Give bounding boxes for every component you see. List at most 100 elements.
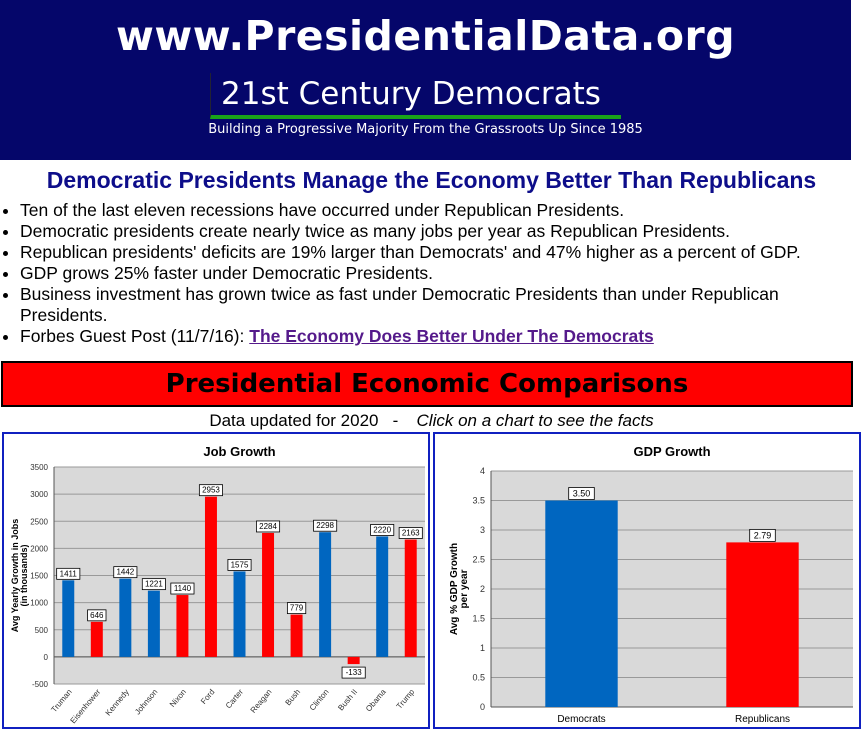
- cta-text: Click on a chart to see the facts: [416, 411, 654, 430]
- tagline: Building a Progressive Majority From the…: [208, 122, 643, 137]
- gdp-growth-svg: GDP Growth 0 0.5 1 1.5 2 2.5 3 3.5 4 Avg % GDP Gro…: [449, 444, 853, 725]
- y-tick-label: 0.5: [472, 673, 485, 683]
- fact-item: GDP grows 25% faster under Democratic Pr…: [20, 263, 840, 284]
- data-label-box: [398, 527, 423, 539]
- x-tick-label: Kennedy: [104, 688, 131, 718]
- y-tick-label: 500: [35, 626, 49, 635]
- x-tick-label: Eisenhower: [69, 687, 103, 725]
- x-tick-label: Ford: [199, 688, 216, 706]
- y-tick-label: 1: [480, 643, 485, 653]
- y-tick-label: 1000: [30, 599, 48, 608]
- x-tick-label: Johnson: [133, 688, 159, 717]
- y-tick-label: 3000: [30, 490, 48, 499]
- x-tick-label: Obama: [364, 687, 388, 713]
- y-axis-label: Avg % GDP Growthper year: [449, 543, 470, 635]
- x-tick-label: Bush II: [336, 688, 359, 713]
- updated-text: Data updated for 2020: [209, 411, 379, 430]
- bar-republicans: [726, 542, 799, 707]
- y-tick-label: 2000: [30, 544, 48, 553]
- x-tick-label: Nixon: [168, 688, 188, 709]
- y-axis-label: Avg Yearly Growth in Jobs(in thousands): [10, 519, 29, 633]
- bar-democrats: [545, 500, 618, 707]
- data-label: 1140: [174, 584, 192, 593]
- y-tick-label: 2: [480, 584, 485, 594]
- fact-item: Business investment has grown twice as f…: [20, 284, 840, 326]
- gdp-growth-chart[interactable]: GDP Growth 0 0.5 1 1.5 2 2.5 3 3.5 4 Avg % GDP Gro…: [433, 432, 861, 729]
- bar-clinton: [319, 532, 332, 657]
- y-tick-label: 2500: [30, 517, 48, 526]
- data-label-box: [198, 484, 223, 497]
- bar-nixon: [176, 595, 189, 657]
- bar-reagan: [262, 532, 275, 657]
- y-tick-label: 3: [480, 525, 485, 535]
- data-label-box: [568, 487, 595, 500]
- data-label: 3.50: [573, 489, 591, 499]
- bar-johnson: [147, 590, 160, 657]
- data-label: 1575: [231, 560, 249, 569]
- y-tick-label: -500: [32, 680, 49, 689]
- data-label-box: [313, 519, 338, 532]
- y-tick-label: 1500: [30, 572, 48, 581]
- job-growth-chart[interactable]: Job Growth -500 0 500 1000 1500 2000 2500 3000 35…: [2, 432, 430, 729]
- data-label: 2953: [202, 486, 220, 495]
- y-tick-label: 3.5: [472, 496, 485, 506]
- org-logo-text: 21st Century Democrats: [210, 73, 621, 119]
- x-tick-label: Democrats: [557, 714, 605, 725]
- job-growth-svg: Job Growth -500 0 500 1000 1500 2000 2500 3000 35…: [10, 444, 425, 725]
- chart-title: Job Growth: [203, 444, 275, 459]
- fact-item: Ten of the last eleven recessions have o…: [20, 200, 840, 221]
- bar-eisenhower: [90, 621, 103, 657]
- y-tick-label: 0: [44, 653, 49, 662]
- data-label-box: [370, 524, 395, 536]
- bar-kennedy: [119, 578, 132, 657]
- x-tick-label: Carter: [224, 687, 245, 710]
- data-label: 2220: [373, 525, 391, 534]
- data-label-box: [256, 520, 281, 533]
- forbes-prefix: Forbes Guest Post (11/7/16):: [20, 326, 245, 346]
- data-label: -133: [346, 668, 363, 677]
- fact-item: Democratic presidents create nearly twic…: [20, 221, 840, 242]
- data-label: 2284: [259, 522, 277, 531]
- y-tick-label: 1.5: [472, 614, 485, 624]
- y-tick-label: 3500: [30, 463, 48, 472]
- x-tick-label: Trump: [395, 687, 417, 711]
- facts-list: Ten of the last eleven recessions have o…: [0, 200, 840, 347]
- data-label-box: [141, 578, 166, 591]
- x-tick-label: Clinton: [308, 688, 331, 713]
- x-tick-label: Reagan: [249, 688, 274, 715]
- section-banner: Presidential Economic Comparisons: [1, 361, 853, 407]
- site-title[interactable]: www.PresidentialData.org: [115, 12, 736, 60]
- data-label: 2298: [316, 521, 334, 530]
- bar-ford: [204, 496, 217, 657]
- data-label: 1221: [145, 580, 163, 589]
- data-label-box: [113, 566, 138, 579]
- chart-title: GDP Growth: [633, 444, 710, 459]
- data-label-box: [56, 567, 81, 580]
- bar-carter: [233, 571, 246, 657]
- subtitle: Data updated for 2020 - Click on a chart…: [0, 411, 863, 431]
- bar-bush: [290, 614, 303, 657]
- x-tick-label: Truman: [49, 688, 73, 715]
- fact-item: Republican presidents' deficits are 19% …: [20, 242, 840, 263]
- data-label-box: [286, 602, 307, 615]
- forbes-link[interactable]: The Economy Does Better Under The Democr…: [249, 326, 654, 346]
- data-label: 646: [90, 611, 104, 620]
- y-tick-label: 2.5: [472, 555, 485, 565]
- separator: -: [392, 411, 399, 430]
- bar-truman: [62, 580, 75, 657]
- data-label: 2.79: [754, 530, 772, 540]
- headline: Democratic Presidents Manage the Economy…: [46, 167, 817, 193]
- y-tick-label: 4: [480, 466, 485, 476]
- fact-item-forbes: Forbes Guest Post (11/7/16): The Economy…: [20, 326, 840, 347]
- bar-obama: [376, 536, 389, 657]
- y-tick-label: 0: [480, 702, 485, 712]
- x-tick-label: Republicans: [735, 714, 790, 725]
- data-label-box: [227, 559, 252, 571]
- data-label: 779: [290, 604, 304, 613]
- site-header: www.PresidentialData.org 21st Century De…: [0, 0, 851, 160]
- data-label-box: [87, 609, 107, 622]
- x-tick-label: Bush: [283, 688, 302, 708]
- data-label-box: [170, 582, 195, 595]
- bar-bush-ii: [347, 656, 360, 665]
- data-label-box: [341, 666, 366, 679]
